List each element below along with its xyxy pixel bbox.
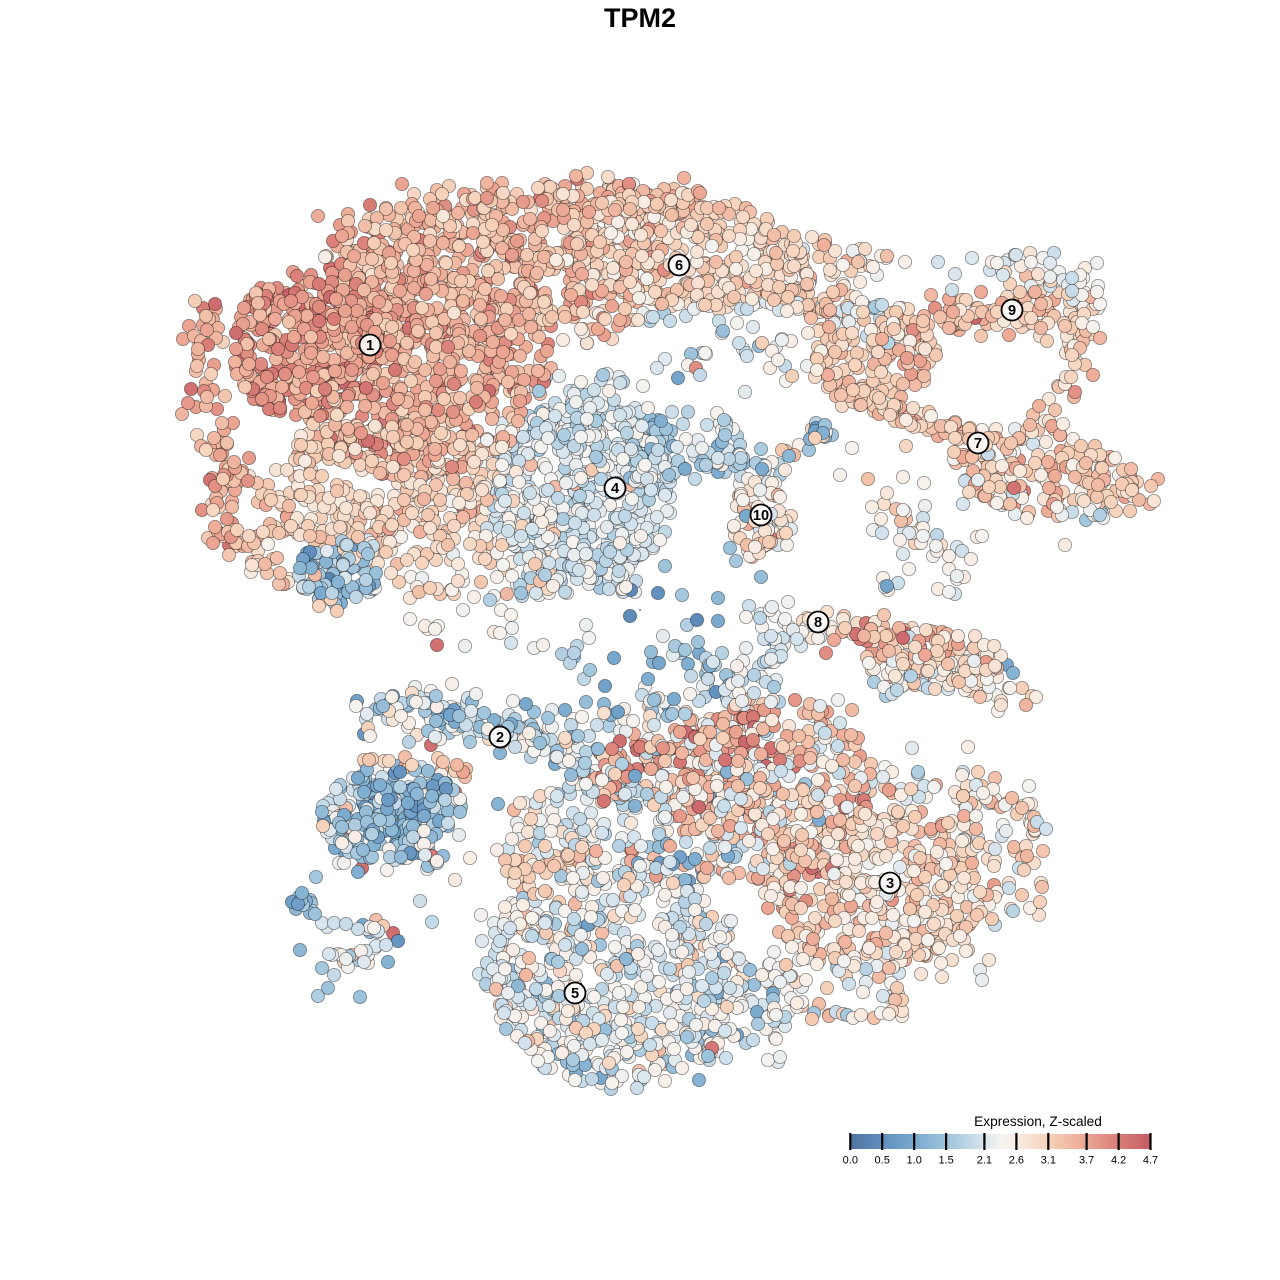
svg-text:TPM2: TPM2: [604, 3, 676, 33]
